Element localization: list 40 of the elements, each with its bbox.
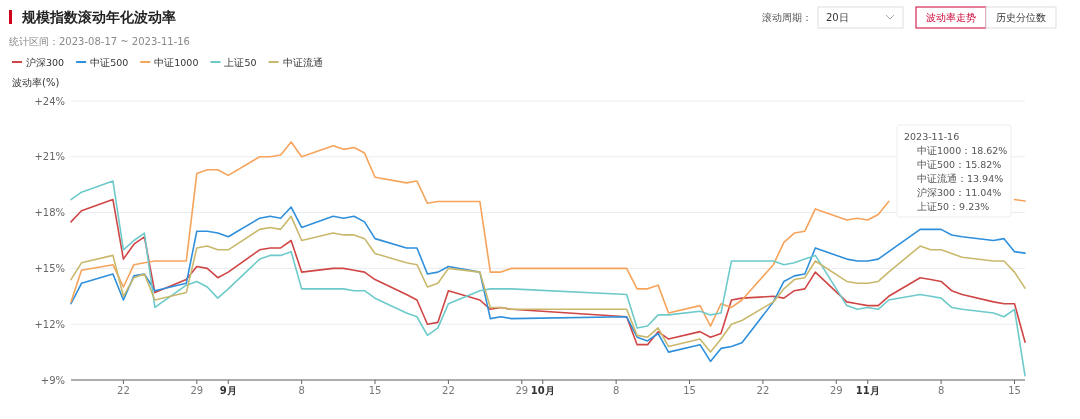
annotation: 沪深300：11.04%	[917, 187, 1002, 198]
x-tick-label: 15	[368, 385, 382, 396]
y-tick-label: +15%	[34, 262, 65, 274]
x-tick-label: 29	[829, 385, 843, 396]
annotation: 中证流通：13.94%	[917, 173, 1004, 184]
y-tick-label: +18%	[34, 207, 65, 219]
text: 波动率走势	[926, 12, 976, 23]
x-tick-label: 8	[612, 385, 620, 396]
y-tick-label: +12%	[34, 318, 65, 330]
text: 20日	[826, 12, 849, 23]
legend-label: 中证500	[90, 56, 129, 68]
annotation: 中证1000：18.62%	[917, 145, 1008, 156]
legend-label: 上证50	[224, 56, 257, 68]
x-tick-label: 11月	[855, 385, 880, 396]
y-axis-title: 波动率(%)	[12, 77, 60, 88]
annotation: 中证500：15.82%	[917, 159, 1002, 170]
x-tick-label: 29	[190, 385, 204, 396]
chart-subtitle: 统计区间：2023-08-17 ~ 2023-11-16	[9, 36, 190, 47]
y-tick-label: +9%	[40, 374, 65, 386]
x-tick-label: 22	[756, 385, 770, 396]
text: 滚动周期：	[762, 12, 812, 23]
legend-label: 中证1000	[154, 56, 199, 68]
x-tick-label: 15	[1008, 385, 1021, 396]
chart-title: 规模指数滚动年化波动率	[21, 9, 176, 25]
legend-label: 沪深300	[26, 56, 65, 68]
text: 历史分位数	[996, 12, 1046, 23]
x-tick-label: 15	[683, 385, 696, 396]
x-tick-label: 8	[298, 385, 305, 396]
x-tick-label: 9月	[219, 385, 237, 396]
x-tick-label: 29	[515, 385, 529, 396]
y-tick-label: +24%	[34, 95, 65, 107]
x-tick-label: 8	[937, 385, 945, 396]
annotation: 2023-11-16	[904, 131, 960, 142]
x-tick-label: 22	[442, 385, 455, 396]
line-series	[70, 198, 1026, 346]
legend-label: 中证流通	[282, 56, 323, 68]
x-tick-label: 10月	[530, 385, 555, 396]
annotation: 上证50：9.23%	[917, 201, 990, 212]
y-tick-label: +21%	[34, 151, 65, 163]
x-tick-label: 22	[117, 385, 130, 396]
